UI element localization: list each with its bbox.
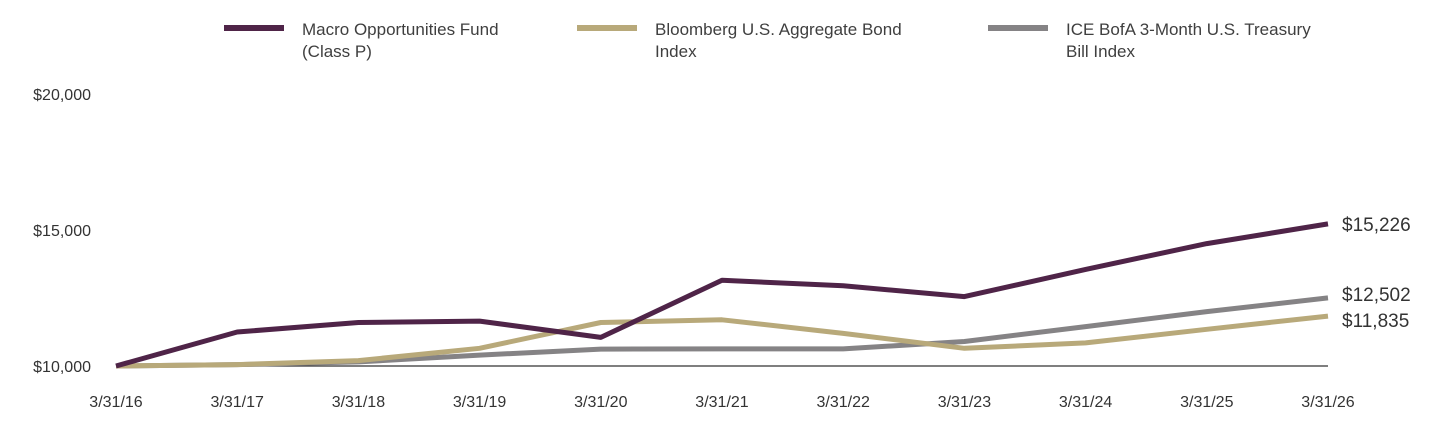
legend-label: Macro Opportunities Fund xyxy=(302,20,499,39)
y-tick-label: $15,000 xyxy=(33,223,91,240)
x-tick-label: 3/31/24 xyxy=(1059,394,1112,411)
series-line-0 xyxy=(115,221,1329,369)
legend-item: Macro Opportunities Fund (Class P) xyxy=(224,20,499,61)
end-value-label: $15,226 xyxy=(1342,215,1411,236)
x-tick-label: 3/31/25 xyxy=(1180,394,1233,411)
series-lines xyxy=(115,221,1329,369)
legend-label: (Class P) xyxy=(302,42,372,61)
legend: Macro Opportunities Fund (Class P) Bloombe… xyxy=(224,20,1311,61)
series-line-1 xyxy=(115,313,1329,369)
y-tick-label: $10,000 xyxy=(33,359,91,376)
series-line-2 xyxy=(115,295,1329,369)
x-tick-label: 3/31/17 xyxy=(211,394,264,411)
x-tick-label: 3/31/16 xyxy=(89,394,142,411)
y-axis-tick-labels: $10,000 $15,000 $20,000 xyxy=(33,87,91,376)
legend-label: Bloomberg U.S. Aggregate Bond xyxy=(655,20,902,39)
end-value-label: $11,835 xyxy=(1342,311,1409,332)
x-tick-label: 3/31/20 xyxy=(574,394,627,411)
x-tick-label: 3/31/21 xyxy=(695,394,748,411)
x-tick-label: 3/31/26 xyxy=(1301,394,1354,411)
y-tick-label: $20,000 xyxy=(33,87,91,104)
x-tick-label: 3/31/22 xyxy=(817,394,870,411)
legend-label: Bill Index xyxy=(1066,42,1135,61)
x-tick-label: 3/31/19 xyxy=(453,394,506,411)
legend-label: ICE BofA 3-Month U.S. Treasury xyxy=(1066,20,1311,39)
legend-item: ICE BofA 3-Month U.S. Treasury Bill Index xyxy=(988,20,1311,61)
x-tick-label: 3/31/23 xyxy=(938,394,991,411)
x-axis-tick-labels: 3/31/16 3/31/17 3/31/18 3/31/19 3/31/20 3/31/… xyxy=(89,394,1354,411)
legend-item: Bloomberg U.S. Aggregate Bond Index xyxy=(577,20,902,61)
end-value-labels: $15,226 $11,835 $12,502 xyxy=(1342,215,1411,332)
end-value-label: $12,502 xyxy=(1342,285,1411,306)
x-tick-label: 3/31/18 xyxy=(332,394,385,411)
legend-label: Index xyxy=(655,42,697,61)
